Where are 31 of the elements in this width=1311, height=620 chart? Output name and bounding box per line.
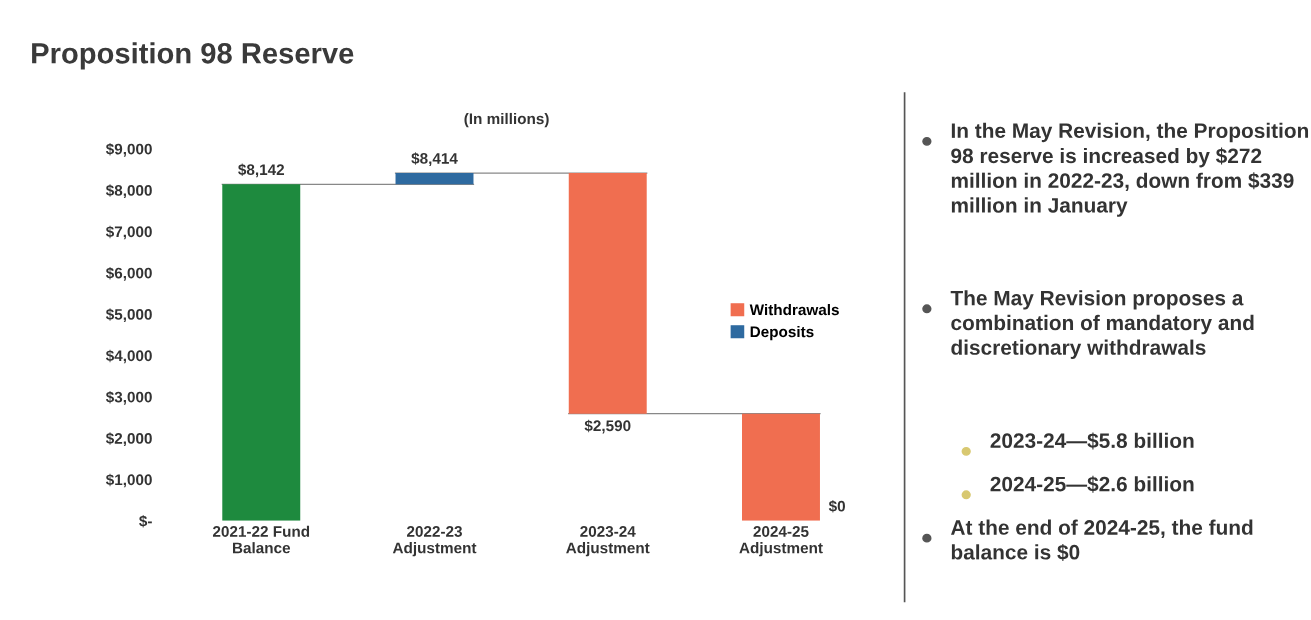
bar [395, 173, 474, 185]
x-tick-label: 2022-23 Adjustment [392, 526, 477, 557]
y-tick-label: $9,000 [105, 143, 152, 157]
y-tick-label: $5,000 [105, 308, 152, 323]
text: $0 [828, 500, 845, 513]
text: 2023-24—$5.8 billion [990, 432, 1194, 450]
text: At the end of 2024-25, the fund balance is $0 [950, 519, 1253, 561]
text: $8,142 [238, 163, 285, 178]
text: $2,590 [584, 419, 631, 434]
text: In the May Revision, the Proposition 98 reserve is increased by $272 million in 2022-23, down from $339 million in January [951, 122, 1309, 217]
y-tick-label: $- [139, 515, 152, 528]
legend-label: Withdrawals [749, 303, 839, 316]
bar [742, 413, 820, 521]
y-tick-label: $3,000 [105, 391, 152, 405]
y-tick-label: $4,000 [105, 349, 152, 364]
bar [568, 173, 647, 414]
chart-title: Proposition 98 Reserve [32, 42, 354, 70]
legend-label: Deposits [750, 325, 814, 341]
y-tick-label: $1,000 [105, 473, 152, 488]
text: 2024-25—$2.6 billion [990, 475, 1194, 493]
bar [222, 184, 301, 521]
text: The May Revision proposes a combination of mandatory and discretionary withdrawals [950, 290, 1254, 359]
x-tick-label: 2021-22 Fund Balance [212, 525, 310, 554]
y-tick-label: $7,000 [105, 225, 152, 240]
y-tick-label: $8,000 [105, 184, 152, 199]
x-tick-label: 2024-25 Adjustment [739, 526, 823, 557]
text: $8,414 [411, 152, 458, 167]
y-tick-label: $2,000 [105, 432, 152, 447]
chart-subtitle: (In millions) [464, 112, 549, 128]
x-tick-label: 2023-24 Adjustment [566, 526, 650, 557]
y-tick-label: $6,000 [105, 267, 152, 281]
